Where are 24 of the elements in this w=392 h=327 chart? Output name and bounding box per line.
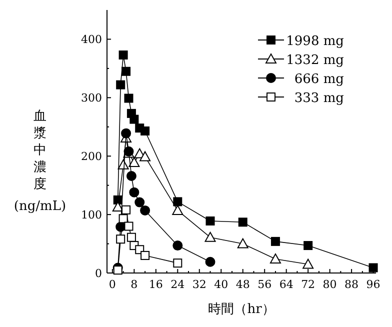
x-tick-label: 48 xyxy=(236,278,250,291)
x-tick-label: 80 xyxy=(322,278,337,291)
x-tick-label: 72 xyxy=(301,278,316,291)
legend-label: 1332 mg xyxy=(286,53,344,68)
y-tick-label: 300 xyxy=(81,92,102,105)
y-tick-label: 200 xyxy=(81,150,102,164)
x-tick-label: 40 xyxy=(214,278,228,291)
y-tick-label: 0 xyxy=(95,267,102,280)
x-tick-label: 0 xyxy=(108,278,116,291)
x-tick-label: 24 xyxy=(170,278,185,291)
x-tick-label: 96 xyxy=(366,278,380,291)
x-tick-label: 32 xyxy=(192,278,206,291)
legend-label: 1998 mg xyxy=(286,34,344,49)
y-tick-label: 100 xyxy=(81,208,102,222)
x-tick-label: 56 xyxy=(258,278,272,291)
legend-label: 333 mg xyxy=(294,91,344,106)
ylabel: 血漿中濃度 (ng/mL) xyxy=(14,109,66,214)
x-tick-label: 16 xyxy=(148,278,163,291)
y-tick-label: 400 xyxy=(81,33,102,46)
x-tick-label: 88 xyxy=(344,278,359,291)
x-axis-title: 時間（hr） xyxy=(208,302,275,317)
x-tick-label: 64 xyxy=(279,278,294,291)
x-tick-label: 8 xyxy=(130,278,138,291)
legend-label: 666 mg xyxy=(294,72,344,87)
